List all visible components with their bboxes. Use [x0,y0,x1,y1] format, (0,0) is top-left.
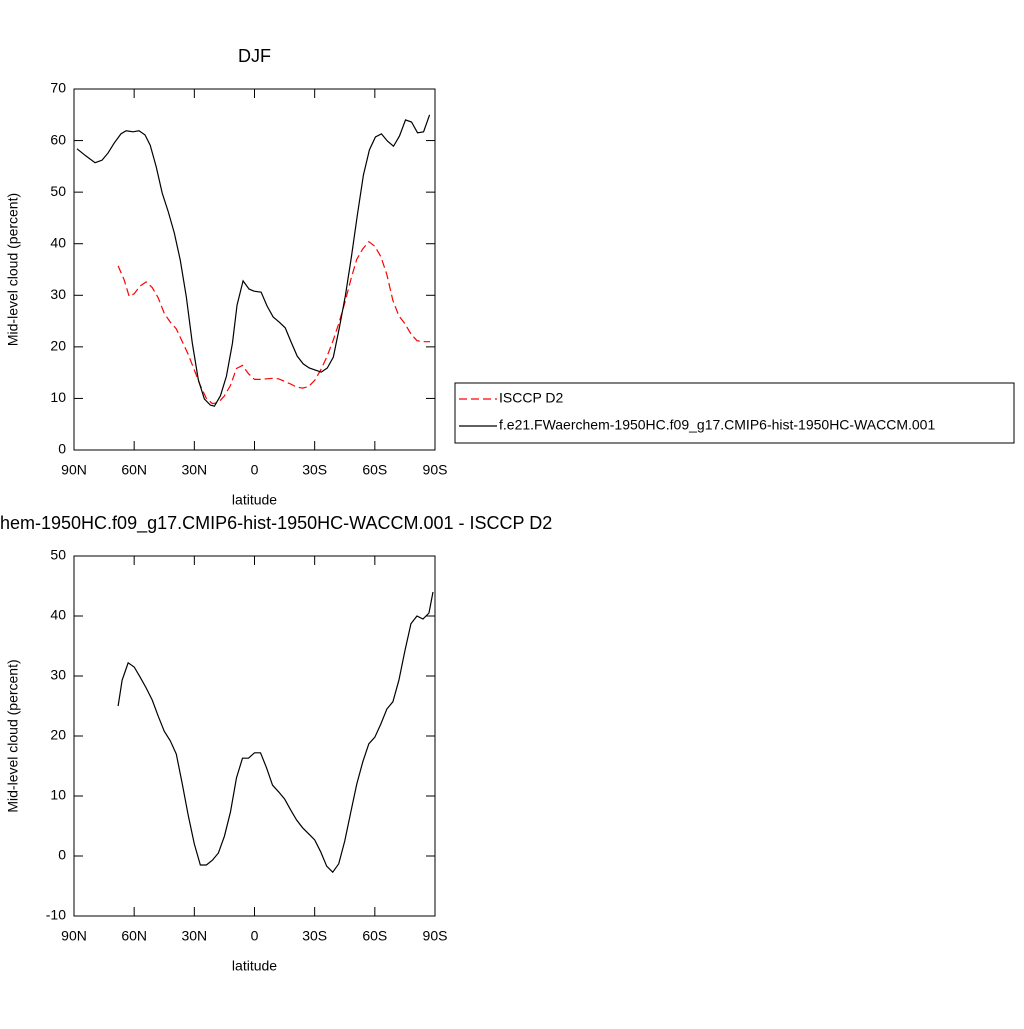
y-tick-label: 10 [50,787,66,803]
chart-title: hem-1950HC.f09_g17.CMIP6-hist-1950HC-WAC… [0,513,552,534]
data-line [117,240,430,405]
y-tick-label: 0 [58,441,66,457]
y-axis-label: Mid-level cloud (percent) [5,193,21,346]
y-tick-label: 40 [50,607,66,623]
legend-box [454,382,1015,444]
x-tick-label: 0 [251,928,259,944]
chart-title: DJF [238,46,271,66]
y-tick-label: 50 [50,183,66,199]
y-tick-label: 30 [50,667,66,683]
x-axis-label: latitude [232,958,277,974]
x-tick-label: 90N [61,928,87,944]
x-tick-label: 30N [181,462,207,478]
plot-frame [73,555,436,917]
legend-label: f.e21.FWaerchem-1950HC.f09_g17.CMIP6-his… [499,417,935,433]
x-tick-label: 0 [251,462,259,478]
x-tick-label: 60S [362,462,387,478]
y-tick-label: 30 [50,286,66,302]
y-tick-label: 70 [50,80,66,96]
x-tick-label: 30S [302,928,327,944]
x-tick-label: 90S [423,928,448,944]
y-tick-label: 20 [50,338,66,354]
y-tick-label: 10 [50,389,66,405]
x-tick-label: 60N [121,462,147,478]
data-line [76,114,431,407]
y-tick-label: 20 [50,727,66,743]
y-tick-label: 50 [50,547,66,563]
x-tick-label: 30S [302,462,327,478]
x-tick-label: 90N [61,462,87,478]
x-tick-label: 60N [121,928,147,944]
y-tick-label: -10 [46,907,66,923]
x-axis-label: latitude [232,492,277,508]
x-tick-label: 90S [423,462,448,478]
legend-label: ISCCP D2 [499,390,564,406]
y-axis-label: Mid-level cloud (percent) [5,659,21,812]
x-tick-label: 30N [181,928,207,944]
data-line [117,591,434,874]
y-tick-label: 40 [50,234,66,250]
x-tick-label: 60S [362,928,387,944]
y-tick-label: 60 [50,131,66,147]
y-tick-label: 0 [58,847,66,863]
plot-frame [73,88,436,451]
